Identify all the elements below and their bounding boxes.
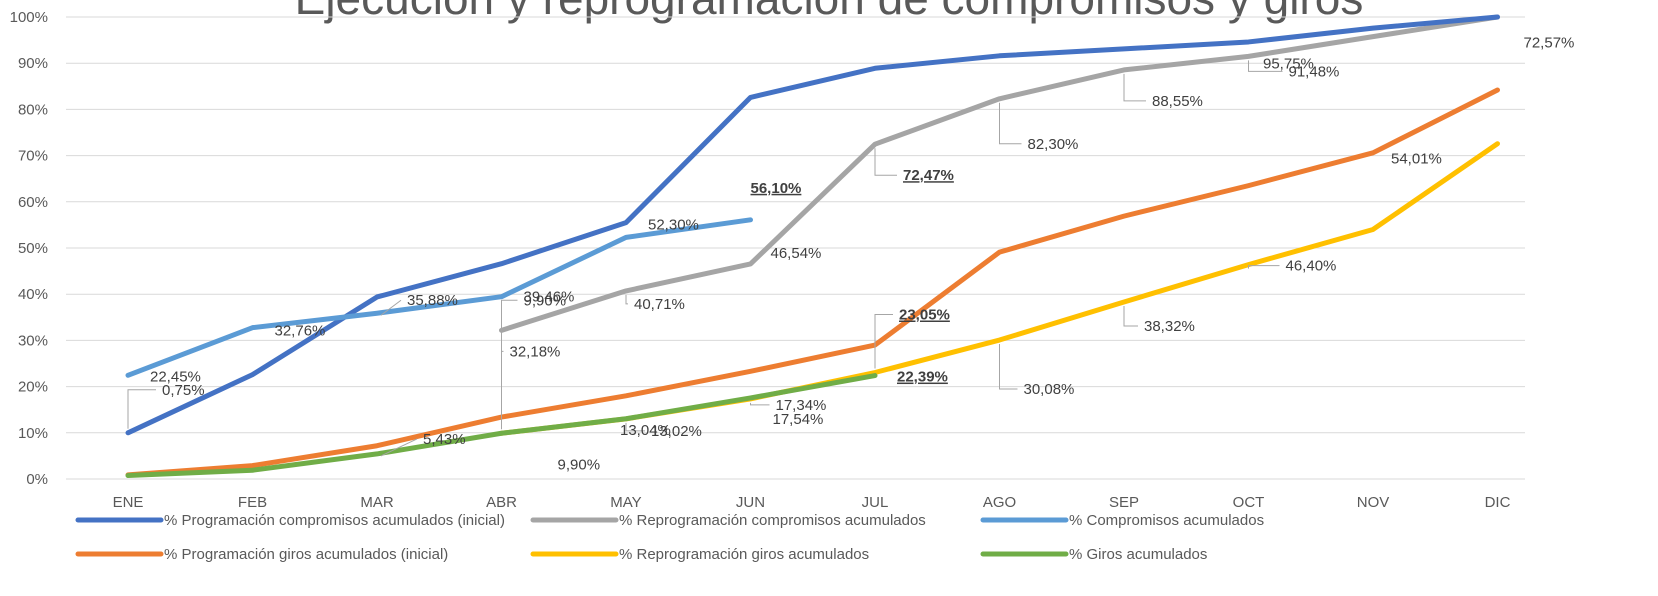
x-tick-label: MAR (360, 494, 394, 511)
x-tick-label: OCT (1233, 494, 1265, 511)
data-label: 0,75% (162, 382, 205, 399)
x-tick-label: SEP (1109, 494, 1139, 511)
data-label: 88,55% (1152, 93, 1203, 110)
data-label: 39,46% (524, 289, 575, 306)
data-label: 72,47% (903, 167, 954, 184)
x-tick-label: NOV (1357, 494, 1390, 511)
y-tick-label: 80% (18, 101, 48, 118)
label-leader-line (750, 402, 770, 406)
label-leader-line (999, 102, 1022, 145)
label-leader-line (127, 389, 156, 429)
x-tick-label: ABR (486, 494, 517, 511)
data-label: 13,02% (651, 423, 702, 440)
label-leader-line (501, 299, 518, 430)
legend-label: % Reprogramación compromisos acumulados (619, 512, 926, 529)
x-tick-label: MAY (610, 494, 641, 511)
label-leader-line (625, 422, 645, 432)
data-label: 17,34% (776, 397, 827, 414)
data-label: 32,18% (510, 343, 561, 360)
data-label: 56,10% (751, 180, 802, 197)
y-tick-label: 40% (18, 286, 48, 303)
y-tick-label: 50% (18, 240, 48, 257)
data-label: 82,30% (1028, 136, 1079, 153)
legend-label: % Giros acumulados (1069, 546, 1207, 563)
data-label: 32,76% (275, 323, 326, 340)
x-tick-label: ENE (113, 494, 144, 511)
x-tick-label: FEB (238, 494, 267, 511)
series-line-5 (125, 373, 878, 479)
data-label: 22,45% (150, 368, 201, 385)
label-leader-line (380, 299, 402, 316)
data-label: 17,54% (773, 411, 824, 428)
data-label: 35,88% (407, 292, 458, 309)
chart-title: Ejecución y reprogramación de compromiso… (295, 0, 1364, 24)
data-label: 9,90% (524, 292, 567, 309)
legend-label: % Compromisos acumulados (1069, 512, 1264, 529)
label-leader-line (380, 438, 418, 457)
label-leader-line (1248, 60, 1283, 72)
data-label: 5,43% (423, 431, 466, 448)
data-label: 46,54% (771, 245, 822, 262)
data-label: 9,90% (558, 456, 601, 473)
data-label: 22,39% (897, 369, 948, 386)
label-leader-line (999, 344, 1018, 390)
x-tick-label: AGO (983, 494, 1016, 511)
data-label: 72,57% (1524, 35, 1575, 52)
label-leader-line (874, 148, 897, 176)
data-label: 95,75% (1263, 56, 1314, 73)
x-tick-label: JUL (862, 494, 889, 511)
y-tick-label: 60% (18, 194, 48, 211)
data-label: 38,32% (1144, 318, 1195, 335)
data-label: 46,40% (1286, 258, 1337, 275)
data-label: 91,48% (1289, 63, 1340, 80)
data-label: 52,30% (648, 216, 699, 233)
data-label: 23,05% (899, 307, 950, 324)
label-leader-line (874, 314, 893, 369)
data-label: 30,08% (1024, 381, 1075, 398)
legend-label: % Programación giros acumulados (inicial… (164, 546, 448, 563)
data-label: 40,71% (634, 296, 685, 313)
y-tick-label: 90% (18, 55, 48, 72)
label-leader-line (625, 294, 628, 305)
series-line-1 (499, 14, 1500, 333)
y-tick-label: 100% (10, 9, 48, 26)
y-tick-label: 10% (18, 425, 48, 442)
x-tick-label: JUN (736, 494, 765, 511)
label-leader-line (1123, 73, 1146, 102)
y-tick-label: 0% (26, 471, 48, 488)
label-leader-line (1123, 305, 1138, 327)
series-line-3 (125, 87, 1500, 478)
y-tick-label: 20% (18, 379, 48, 396)
label-leader-line (1248, 265, 1280, 269)
series-line-0 (125, 14, 1500, 436)
legend-label: % Programación compromisos acumulados (i… (164, 512, 505, 529)
data-label: 54,01% (1391, 150, 1442, 167)
series-line-2 (125, 217, 753, 378)
legend-label: % Reprogramación giros acumulados (619, 546, 869, 563)
y-tick-label: 30% (18, 332, 48, 349)
y-tick-label: 70% (18, 148, 48, 165)
data-label: 13,04% (620, 422, 671, 439)
x-tick-label: DIC (1485, 494, 1511, 511)
